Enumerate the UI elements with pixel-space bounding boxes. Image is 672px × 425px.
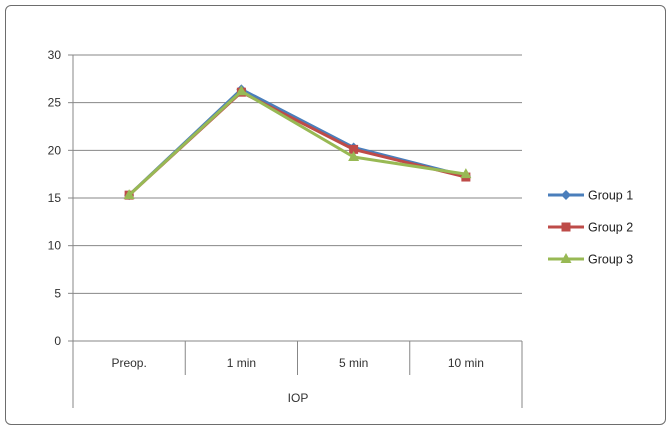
series-group-3 <box>123 85 472 200</box>
x-tick-labels: Preop. 1 min 5 min 10 min <box>111 356 483 370</box>
x-tick-label: Preop. <box>111 356 146 370</box>
y-tick-label: 5 <box>54 286 61 300</box>
gridlines <box>73 54 522 342</box>
x-axis-title: IOP <box>288 391 309 405</box>
y-tick-label: 10 <box>48 239 62 253</box>
legend-label: Group 1 <box>588 189 633 203</box>
legend-item: Group 2 <box>548 221 633 235</box>
x-tick-label: 5 min <box>339 356 368 370</box>
data-point <box>560 253 572 263</box>
series-line <box>128 89 467 197</box>
data-point <box>561 222 571 232</box>
series-line <box>128 87 467 197</box>
data-point <box>349 144 359 154</box>
legend-label: Group 3 <box>588 253 633 267</box>
data-point <box>348 151 360 162</box>
series-group-2 <box>124 87 471 200</box>
y-tick-label: 0 <box>54 334 61 348</box>
y-tick-label: 30 <box>48 48 62 62</box>
y-tick-label: 15 <box>48 191 62 205</box>
axes <box>68 54 523 408</box>
data-point <box>123 189 135 200</box>
series-group-1 <box>124 84 471 201</box>
line-chart: 0 5 10 15 20 25 30 Preop. 1 min 5 min 10 min Grou… <box>48 48 633 408</box>
x-tick-label: 1 min <box>227 356 256 370</box>
y-tick-labels: 0 5 10 15 20 25 30 <box>48 48 62 348</box>
data-point <box>235 85 247 96</box>
legend: Group 1 Group 2 Group 3 <box>548 189 633 267</box>
legend-item: Group 3 <box>548 253 633 267</box>
series <box>123 84 472 201</box>
y-tick-label: 25 <box>48 96 62 110</box>
data-point <box>561 190 571 200</box>
data-point <box>460 168 472 179</box>
series-line <box>128 90 467 197</box>
legend-label: Group 2 <box>588 221 633 235</box>
y-tick-label: 20 <box>48 143 62 157</box>
legend-item: Group 1 <box>548 189 633 203</box>
chart-frame <box>5 5 666 425</box>
x-tick-label: 10 min <box>448 356 484 370</box>
